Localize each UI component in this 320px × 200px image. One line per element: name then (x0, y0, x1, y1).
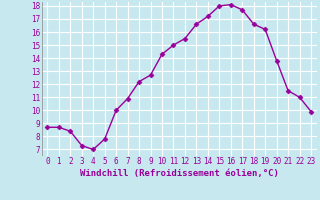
X-axis label: Windchill (Refroidissement éolien,°C): Windchill (Refroidissement éolien,°C) (80, 169, 279, 178)
